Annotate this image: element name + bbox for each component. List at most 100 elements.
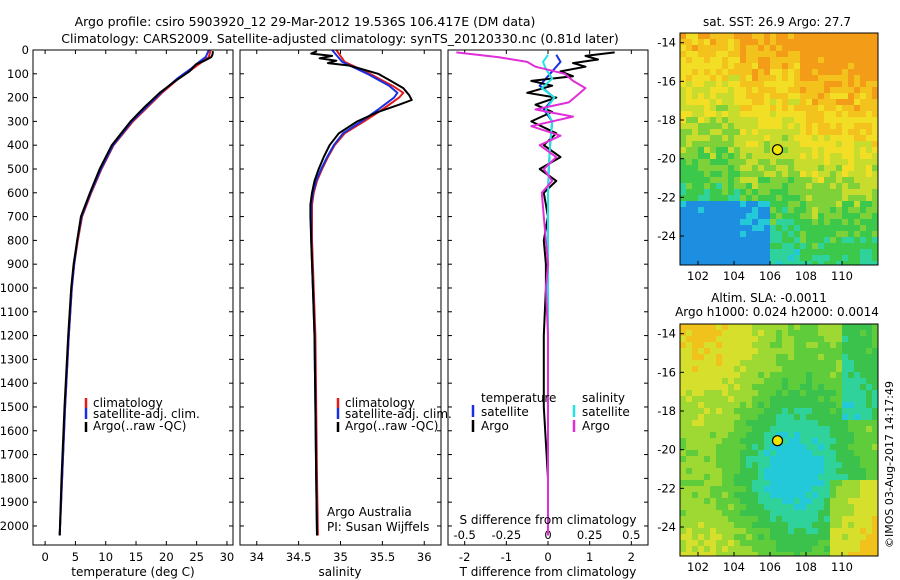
- sst-cell: [860, 261, 867, 266]
- sst-cell: [758, 45, 765, 52]
- sla-cell: [788, 552, 795, 557]
- sla-cell: [722, 546, 729, 553]
- sst-cell: [872, 117, 879, 124]
- sst-cell: [824, 243, 831, 250]
- sla-cell: [806, 534, 813, 541]
- sst-cell: [698, 177, 705, 184]
- sla-cell: [842, 414, 849, 421]
- sla-cell: [782, 342, 789, 349]
- sst-cell: [746, 213, 753, 220]
- sla-cell: [764, 324, 771, 331]
- sla-cell: [860, 366, 867, 373]
- sst-cell: [752, 75, 759, 82]
- sla-cell: [686, 324, 693, 331]
- sst-cell: [794, 261, 801, 266]
- sla-cell: [854, 438, 861, 445]
- sst-cell: [848, 225, 855, 232]
- sla-cell: [818, 498, 825, 505]
- sla-cell: [692, 360, 699, 367]
- sla-cell: [734, 336, 741, 343]
- sst-cell: [728, 129, 735, 136]
- sla-cell: [860, 462, 867, 469]
- sla-cell: [818, 468, 825, 475]
- sla-cell: [782, 486, 789, 493]
- legend-label-argo: Argo(..raw -QC): [93, 419, 186, 433]
- sst-cell: [782, 165, 789, 172]
- sla-cell: [842, 396, 849, 403]
- sla-cell: [740, 384, 747, 391]
- sst-cell: [716, 261, 723, 266]
- sst-cell: [818, 231, 825, 238]
- sla-cell: [722, 474, 729, 481]
- sst-cell: [812, 81, 819, 88]
- sst-cell: [800, 87, 807, 94]
- sst-cell: [866, 159, 873, 166]
- sst-cell: [722, 159, 729, 166]
- sst-cell: [734, 99, 741, 106]
- sla-cell: [764, 390, 771, 397]
- sst-cell: [770, 63, 777, 70]
- sst-cell: [770, 201, 777, 208]
- sla-cell: [692, 546, 699, 553]
- sla-cell: [848, 324, 855, 331]
- sst-cell: [800, 177, 807, 184]
- sst-cell: [770, 183, 777, 190]
- sst-cell: [872, 213, 879, 220]
- sst-cell: [842, 75, 849, 82]
- sla-cell: [788, 504, 795, 511]
- sla-cell: [752, 330, 759, 337]
- sst-cell: [776, 243, 783, 250]
- sst-cell: [680, 171, 687, 178]
- sla-cell: [794, 492, 801, 499]
- sla-cell: [800, 462, 807, 469]
- sla-cell: [734, 396, 741, 403]
- sst-cell: [812, 99, 819, 106]
- sla-cell: [860, 540, 867, 547]
- sla-cell: [866, 522, 873, 529]
- sst-cell: [758, 171, 765, 178]
- map-xtick-label: 108: [795, 560, 817, 574]
- sla-cell: [812, 474, 819, 481]
- sst-cell: [734, 39, 741, 46]
- sst-cell: [722, 117, 729, 124]
- sst-cell: [698, 201, 705, 208]
- sla-cell: [698, 384, 705, 391]
- sla-cell: [752, 528, 759, 535]
- sst-cell: [788, 45, 795, 52]
- sla-cell: [722, 462, 729, 469]
- sla-cell: [812, 438, 819, 445]
- title-line-2: Climatology: CARS2009. Satellite-adjuste…: [61, 31, 618, 46]
- sla-cell: [728, 504, 735, 511]
- sla-cell: [782, 444, 789, 451]
- sla-cell: [836, 414, 843, 421]
- sst-cell: [704, 75, 711, 82]
- sst-cell: [788, 195, 795, 202]
- sst-cell: [710, 111, 717, 118]
- sst-cell: [710, 135, 717, 142]
- sst-cell: [788, 99, 795, 106]
- sst-cell: [776, 39, 783, 46]
- map-xtick-label: 106: [759, 560, 781, 574]
- sla-cell: [776, 408, 783, 415]
- sst-cell: [788, 207, 795, 214]
- sst-cell: [770, 213, 777, 220]
- sst-cell: [788, 63, 795, 70]
- sla-cell: [848, 336, 855, 343]
- sst-cell: [710, 81, 717, 88]
- sst-cell: [836, 141, 843, 148]
- sla-cell: [836, 540, 843, 547]
- sla-cell: [788, 402, 795, 409]
- sla-cell: [734, 468, 741, 475]
- sla-cell: [746, 372, 753, 379]
- sst-cell: [740, 249, 747, 256]
- sla-cell: [818, 504, 825, 511]
- sla-cell: [698, 522, 705, 529]
- sst-cell: [854, 129, 861, 136]
- sst-cell: [764, 249, 771, 256]
- sst-cell: [854, 45, 861, 52]
- sla-cell: [734, 366, 741, 373]
- sla-cell: [704, 462, 711, 469]
- sla-cell: [776, 384, 783, 391]
- sst-cell: [704, 189, 711, 196]
- sla-cell: [764, 540, 771, 547]
